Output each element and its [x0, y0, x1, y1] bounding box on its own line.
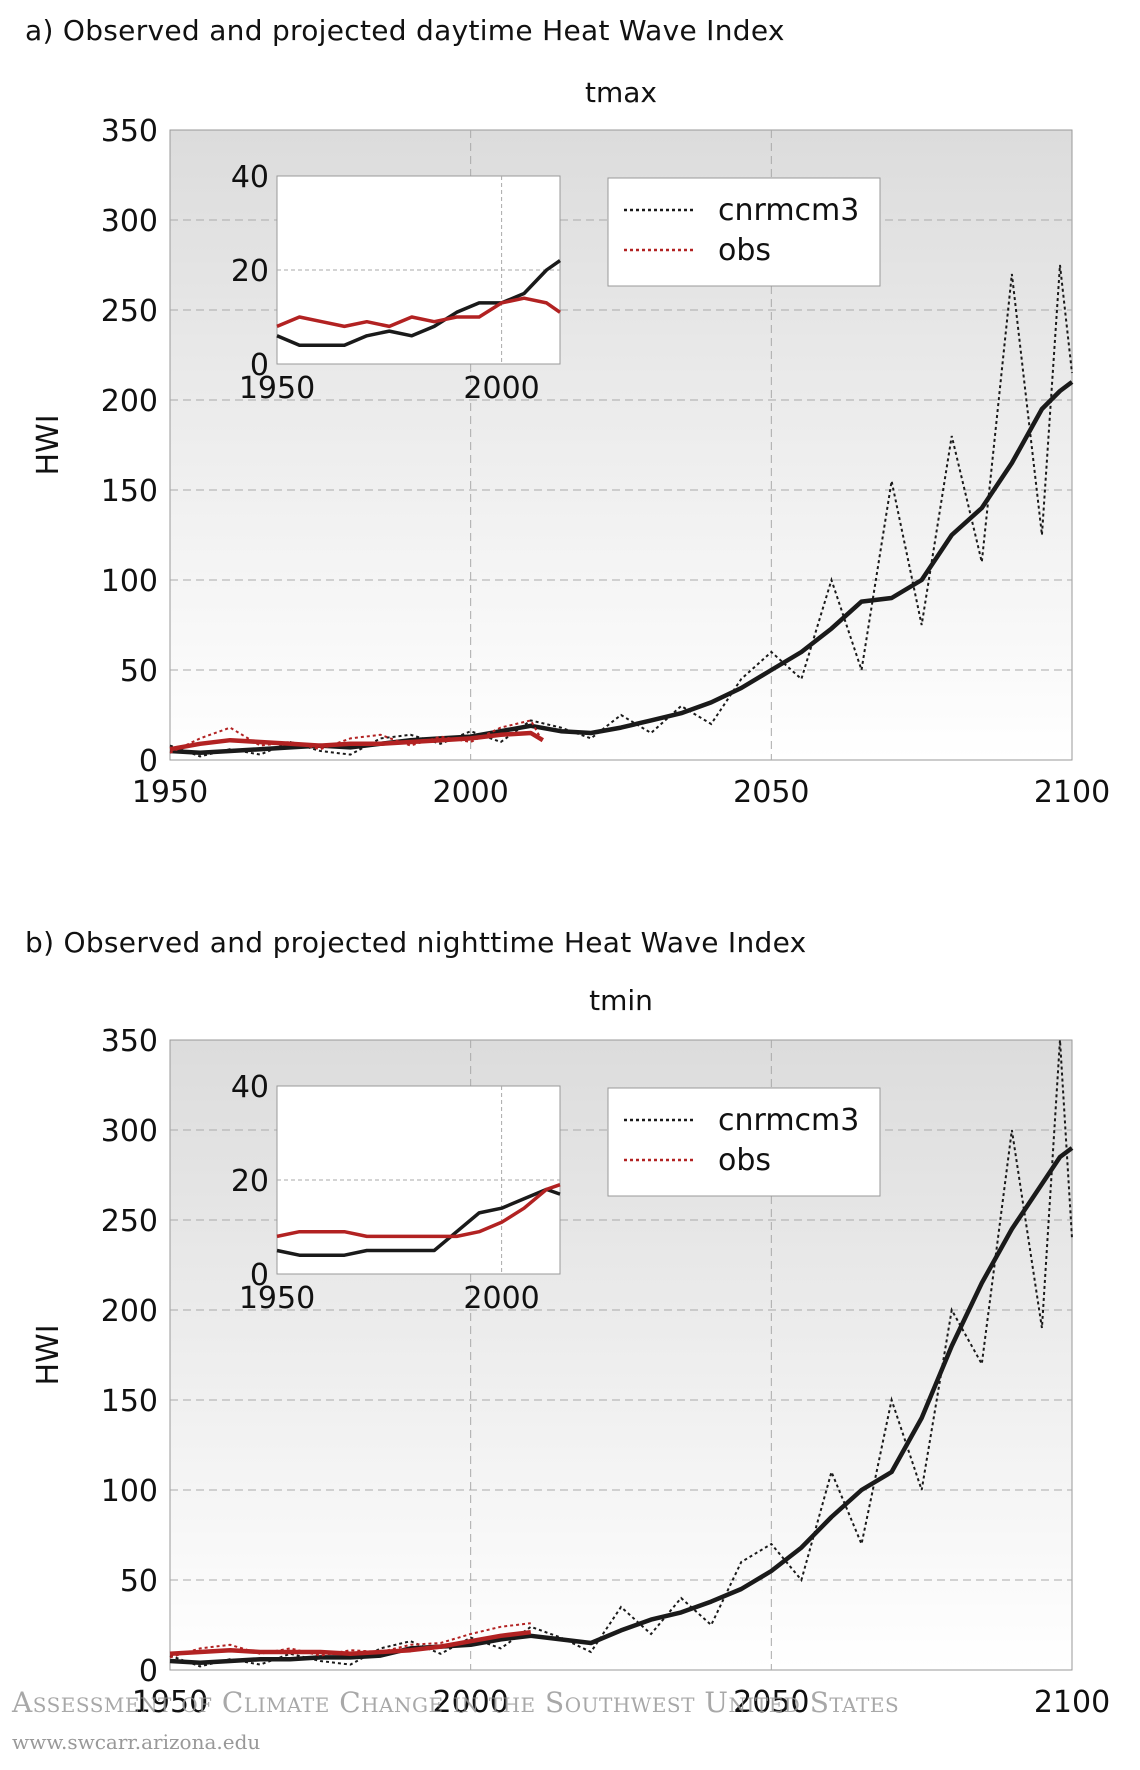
- inset-y-tick-label: 0: [250, 1258, 269, 1293]
- y-tick-label: 150: [101, 474, 158, 509]
- inset-x-tick-label: 2000: [463, 1281, 539, 1316]
- y-tick-label: 0: [139, 1654, 158, 1689]
- series-obs-smoothed-line: [169, 730, 544, 752]
- y-tick-label: 100: [101, 564, 158, 599]
- series-obs-smoothed-line: [169, 1629, 532, 1657]
- inset-x-tick-label: 2000: [463, 371, 539, 406]
- inset-y-tick-label: 40: [231, 160, 269, 195]
- legend-label-cnrmcm3: cnrmcm3: [718, 1103, 859, 1138]
- y-tick-label: 0: [139, 744, 158, 779]
- x-tick-label: 2050: [733, 775, 809, 810]
- footer-url: www.swcarr.arizona.edu: [12, 1730, 261, 1754]
- panel-b-title: b) Observed and projected nighttime Heat…: [25, 926, 807, 959]
- series-cnrmcm3-annual-line: [169, 264, 1073, 758]
- x-tick-label: 2000: [432, 775, 508, 810]
- legend-box: [607, 177, 881, 287]
- legend-label-obs: obs: [718, 1143, 771, 1178]
- x-tick-label: 1950: [132, 1685, 208, 1720]
- y-tick-label: 350: [101, 114, 158, 149]
- y-tick-label: 250: [101, 294, 158, 329]
- inset-series-cnrmcm3-line: [276, 1187, 561, 1257]
- footer-credit: Assessment of Climate Change in the Sout…: [12, 1686, 900, 1719]
- inset-y-tick-label: 0: [250, 348, 269, 383]
- legend-label-obs: obs: [718, 233, 771, 268]
- y-tick-label: 200: [101, 1294, 158, 1329]
- inset-series-cnrmcm3-line: [276, 259, 562, 347]
- y-tick-label: 50: [120, 1564, 158, 1599]
- y-tick-label: 350: [101, 1024, 158, 1059]
- x-tick-label: 2000: [432, 1685, 508, 1720]
- x-tick-label: 2100: [1034, 775, 1110, 810]
- y-tick-label: 200: [101, 384, 158, 419]
- chart-title: tmax: [585, 76, 657, 109]
- series-obs-annual-line: [169, 1622, 531, 1659]
- y-tick-label: 300: [101, 204, 158, 239]
- legend-box: [607, 1087, 881, 1197]
- x-tick-label: 2050: [733, 1685, 809, 1720]
- x-tick-label: 2100: [1034, 1685, 1110, 1720]
- inset-y-tick-label: 40: [231, 1070, 269, 1105]
- y-tick-label: 50: [120, 654, 158, 689]
- series-cnrmcm3-smoothed-line: [169, 1146, 1074, 1666]
- x-tick-label: 1950: [132, 775, 208, 810]
- y-tick-label: 100: [101, 1474, 158, 1509]
- panel-a-title: a) Observed and projected daytime Heat W…: [25, 14, 785, 47]
- inset-x-tick-label: 1950: [239, 1281, 315, 1316]
- inset-series-obs-line: [276, 296, 562, 329]
- y-tick-label: 250: [101, 1204, 158, 1239]
- chart-title: tmin: [589, 984, 653, 1017]
- inset-y-tick-label: 20: [231, 254, 269, 289]
- series-cnrmcm3-annual-line: [169, 1039, 1073, 1668]
- y-axis-label: HWI: [31, 1324, 66, 1385]
- inset-series-obs-line: [276, 1183, 561, 1239]
- legend-label-cnrmcm3: cnrmcm3: [718, 193, 859, 228]
- y-tick-label: 300: [101, 1114, 158, 1149]
- inset-x-tick-label: 1950: [239, 371, 315, 406]
- y-axis-label: HWI: [31, 414, 66, 475]
- inset-y-tick-label: 20: [231, 1164, 269, 1199]
- y-tick-label: 150: [101, 1384, 158, 1419]
